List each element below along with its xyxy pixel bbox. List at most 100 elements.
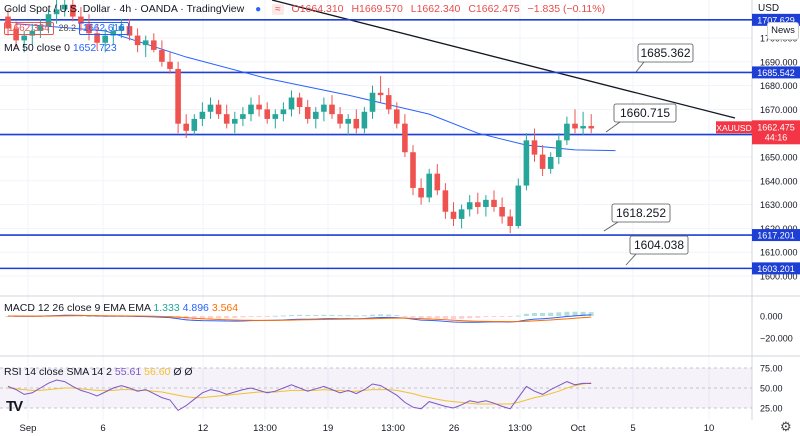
macd-histogram-bar bbox=[426, 316, 432, 319]
tradingview-logo[interactable]: TV bbox=[6, 398, 23, 415]
time-tick-label: 10 bbox=[704, 423, 715, 434]
macd-histogram-bar bbox=[451, 316, 456, 320]
macd-tick-label: 0.000 bbox=[760, 312, 783, 322]
current-price-tag bbox=[752, 120, 800, 145]
callout-label: 1685.362 bbox=[640, 46, 690, 60]
symbol-tag bbox=[716, 121, 752, 134]
gear-icon[interactable]: ⚙ bbox=[780, 419, 792, 434]
currency-label[interactable]: USD bbox=[758, 3, 780, 14]
macd-tick-label: −20.000 bbox=[760, 334, 793, 344]
time-tick-label: 19 bbox=[323, 423, 334, 434]
level-price-tag bbox=[752, 13, 800, 26]
macd-histogram-bar bbox=[386, 314, 392, 316]
macd-histogram-bar bbox=[313, 314, 319, 316]
macd-histogram-bar bbox=[199, 316, 205, 320]
candle-body bbox=[61, 4, 68, 10]
buy-button[interactable]: 1662.616 bbox=[78, 22, 129, 35]
candle-body bbox=[369, 92, 376, 112]
sell-button[interactable]: 1662.334 bbox=[4, 22, 54, 35]
macd-histogram-bar bbox=[515, 315, 521, 317]
callout-box bbox=[611, 203, 671, 223]
callout-box bbox=[637, 43, 694, 63]
price-tick-label: 1610.000 bbox=[760, 248, 798, 258]
macd-histogram-bar bbox=[523, 313, 529, 316]
time-tick-label: 26 bbox=[449, 423, 460, 434]
candle-body bbox=[134, 35, 141, 46]
candle-body bbox=[102, 35, 108, 43]
macd-legend[interactable]: MACD 12 26 close 9 EMA EMA 1.333 4.896 3… bbox=[4, 302, 238, 314]
price-tick-label: 1620.000 bbox=[760, 224, 798, 234]
candle-body bbox=[207, 104, 214, 112]
price-tick-label: 1630.000 bbox=[760, 200, 798, 210]
macd-histogram-bar bbox=[442, 316, 448, 319]
rsi-value: 55.61 bbox=[114, 366, 142, 378]
level-price-label: 1685.542 bbox=[757, 68, 795, 78]
symbol-title[interactable]: Gold Spot / U.S. Dollar · 4h · OANDA · T… bbox=[4, 3, 245, 15]
macd-histogram-bar bbox=[572, 311, 578, 316]
macd-histogram-bar bbox=[224, 316, 230, 319]
price-tick-label: 1690.000 bbox=[760, 57, 798, 67]
candle-body bbox=[539, 154, 546, 169]
candle-body bbox=[256, 104, 262, 110]
candle-body bbox=[86, 23, 92, 34]
candle-body bbox=[280, 109, 287, 115]
rsi-legend[interactable]: RSI 14 close SMA 14 2 55.61 56.60 Ø Ø bbox=[4, 366, 193, 378]
candle-body bbox=[37, 26, 44, 31]
macd-histogram-bar bbox=[378, 314, 384, 316]
ohlc-open: O1664.310 bbox=[291, 3, 344, 15]
horizontal-levels[interactable] bbox=[0, 19, 752, 270]
chart-header: Gold Spot / U.S. Dollar · 4h · OANDA · T… bbox=[4, 3, 610, 15]
candle-body bbox=[118, 26, 125, 31]
candle-body bbox=[475, 202, 481, 207]
price-callouts[interactable]: 1685.362 1660.715 1618.252 1604.038 bbox=[603, 43, 694, 266]
price-tick-label: 1650.000 bbox=[760, 153, 798, 163]
macd-histogram-bar bbox=[240, 316, 246, 318]
time-tick-label: Sep bbox=[20, 423, 37, 434]
symbol-tag-label: XAUUSD bbox=[716, 123, 751, 133]
macd-histogram-bar bbox=[256, 316, 262, 317]
macd-pane: 0.000 −20.000 bbox=[5, 311, 793, 344]
macd-histogram-bar bbox=[499, 316, 505, 317]
candle-body bbox=[272, 114, 279, 119]
macd-histogram-bar bbox=[507, 316, 513, 317]
collapse-icon[interactable]: ≈ bbox=[272, 4, 284, 15]
macd-histogram-bar bbox=[248, 316, 254, 317]
callout-label: 1604.038 bbox=[634, 238, 684, 252]
price-tick-label: 1640.000 bbox=[760, 176, 798, 186]
macd-hist-value: 1.333 bbox=[153, 302, 180, 314]
candle-body bbox=[434, 173, 441, 191]
macd-histogram-bar bbox=[564, 311, 570, 316]
macd-histogram-bar bbox=[94, 316, 100, 317]
visibility-icon[interactable]: ● bbox=[255, 4, 262, 15]
macd-histogram-bar bbox=[483, 316, 489, 318]
callout-box bbox=[613, 103, 677, 123]
candle-body bbox=[45, 14, 52, 27]
time-tick-label: 12 bbox=[198, 423, 209, 434]
macd-histogram-bar bbox=[264, 316, 270, 317]
candle-body bbox=[126, 26, 133, 36]
macd-histogram-bar bbox=[232, 316, 238, 318]
candle-body bbox=[142, 40, 149, 46]
level-price-tag bbox=[752, 66, 800, 79]
candle-body bbox=[175, 68, 181, 124]
macd-histogram-bar bbox=[337, 315, 343, 317]
candle-body bbox=[523, 140, 530, 186]
macd-histogram-bar bbox=[208, 316, 213, 319]
news-button[interactable]: News bbox=[767, 22, 799, 40]
ma-legend[interactable]: MA 50 close 0 1652.723 bbox=[4, 42, 117, 54]
candle-body bbox=[580, 126, 586, 129]
candle-body bbox=[531, 140, 538, 155]
rsi-pane: 75.00 50.00 25.00 bbox=[0, 364, 783, 414]
candle-body bbox=[288, 97, 295, 110]
candle-body bbox=[483, 199, 489, 207]
rsi-tick-label: 50.00 bbox=[760, 384, 783, 394]
candle-body bbox=[329, 104, 335, 115]
time-axis[interactable]: Sep 6 12 13:00 19 13:00 26 13:00 Oct 5 10 bbox=[20, 423, 715, 434]
macd-histogram-bar bbox=[321, 314, 327, 316]
candle-body bbox=[240, 114, 246, 119]
signal-line bbox=[7, 315, 592, 323]
candle-body bbox=[29, 30, 36, 36]
time-tick-label: Oct bbox=[571, 423, 586, 434]
candle-body bbox=[70, 4, 76, 17]
